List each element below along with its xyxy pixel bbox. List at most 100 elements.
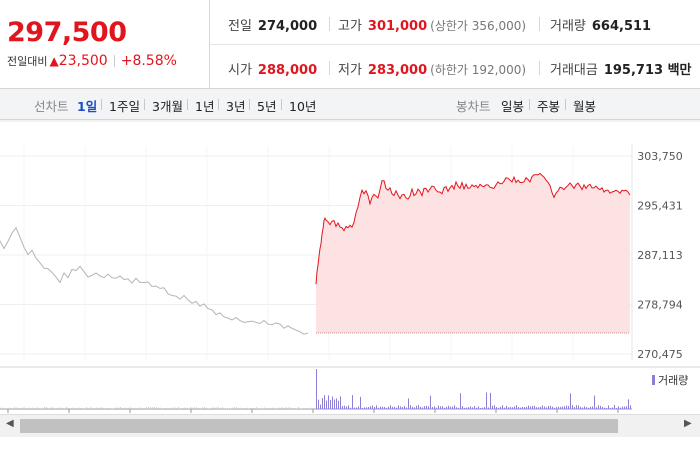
volume-bar <box>126 407 127 409</box>
volume-bar <box>286 407 287 409</box>
volume-bar <box>460 393 461 409</box>
scroll-left-icon[interactable]: ◀ <box>6 418 14 429</box>
volume-bar <box>612 407 613 409</box>
tab-1-week[interactable]: 1주일 <box>109 99 140 114</box>
chart-scrollbar[interactable]: ◀ ▶ <box>0 414 700 437</box>
tab-monthly-candle[interactable]: 월봉 <box>573 99 597 114</box>
tab-divider <box>281 99 282 110</box>
volume-bar <box>8 407 9 409</box>
volume-bar <box>576 405 577 409</box>
volume-bar <box>284 407 285 409</box>
volume-bar <box>248 408 249 409</box>
volume-bar <box>608 405 609 409</box>
volume-bar <box>260 408 261 409</box>
volume-bar <box>370 406 371 409</box>
volume-bar <box>174 407 175 409</box>
change-row: 전일대비 ▲23,500 +8.58% <box>7 53 177 69</box>
volume-bar <box>22 407 23 409</box>
tab-5-years[interactable]: 5년 <box>257 99 277 114</box>
volume-bar <box>500 406 501 409</box>
volume-bar <box>422 407 423 409</box>
volume-chart <box>0 366 700 413</box>
volume-bar <box>54 408 55 409</box>
volume-bar <box>94 408 95 409</box>
tab-divider <box>101 99 102 110</box>
stat-open: 시가 288,000 <box>228 63 318 78</box>
volume-bar <box>326 400 327 409</box>
volume-bar <box>130 407 131 409</box>
volume-bar <box>20 408 21 409</box>
stat-divider <box>329 61 330 75</box>
volume-bar <box>490 392 491 409</box>
volume-bar <box>546 407 547 409</box>
volume-bar <box>300 408 301 409</box>
volume-bar <box>48 408 49 409</box>
volume-bar <box>416 405 417 409</box>
tab-10-years[interactable]: 10년 <box>289 99 317 114</box>
volume-bar <box>496 407 497 409</box>
tab-3-years[interactable]: 3년 <box>226 99 246 114</box>
volume-bar <box>42 408 43 409</box>
scrollbar-thumb[interactable] <box>20 419 618 433</box>
volume-bar <box>168 408 169 409</box>
volume-bar <box>394 406 395 409</box>
volume-bar <box>186 407 187 409</box>
volume-bar <box>630 405 631 409</box>
tab-weekly-candle[interactable]: 주봉 <box>537 99 561 114</box>
volume-bar <box>234 407 235 409</box>
volume-bar <box>434 406 435 409</box>
volume-bar <box>512 407 513 409</box>
tab-daily-candle[interactable]: 일봉 <box>501 99 525 114</box>
volume-bar <box>244 408 245 409</box>
quote-stats: 전일 274,000 고가 301,000 (상한가 356,000) 거래량 664,… <box>210 0 700 88</box>
volume-bar <box>606 407 607 409</box>
tab-1-day[interactable]: 1일 <box>77 99 98 114</box>
volume-bar <box>216 407 217 409</box>
volume-bar <box>452 406 453 409</box>
volume-bar <box>4 408 5 409</box>
volume-bar <box>502 405 503 409</box>
volume-bar <box>264 407 265 409</box>
volume-bar <box>344 405 345 409</box>
volume-bar <box>430 395 431 409</box>
volume-bar <box>298 407 299 409</box>
volume-bar <box>584 406 585 409</box>
volume-bar <box>572 405 573 409</box>
volume-bar <box>184 407 185 409</box>
volume-bar <box>176 408 177 409</box>
stat-volume: 거래량 664,511 <box>550 19 652 34</box>
volume-bar <box>182 407 183 409</box>
volume-bar <box>384 407 385 409</box>
y-tick-label: 278,794 <box>637 299 683 312</box>
volume-bar <box>258 408 259 409</box>
volume-bar <box>36 407 37 409</box>
volume-bar <box>148 407 149 409</box>
volume-bar <box>112 408 113 409</box>
volume-bar <box>580 406 581 409</box>
volume-bar <box>444 407 445 409</box>
volume-bar <box>162 408 163 409</box>
volume-bar <box>120 407 121 409</box>
price-block: 297,500 전일대비 ▲23,500 +8.58% <box>0 0 210 88</box>
volume-bar <box>224 408 225 409</box>
volume-bar <box>320 404 321 409</box>
tab-1-year[interactable]: 1년 <box>195 99 215 114</box>
volume-bar <box>484 407 485 409</box>
volume-bar <box>212 407 213 409</box>
volume-bar <box>590 406 591 409</box>
scroll-right-icon[interactable]: ▶ <box>684 418 692 429</box>
volume-bar <box>604 407 605 409</box>
stat-divider <box>329 17 330 31</box>
chart-tab-bar: 선차트 1일 1주일 3개월 1년 3년 5년 10년 봉차트 일봉 주봉 월봉 <box>0 89 700 120</box>
volume-bar <box>262 408 263 409</box>
volume-bar <box>470 406 471 409</box>
volume-bar <box>226 408 227 409</box>
volume-bar <box>228 408 229 409</box>
volume-bar <box>66 407 67 409</box>
volume-bar <box>172 407 173 409</box>
volume-bar <box>586 406 587 409</box>
tab-3-months[interactable]: 3개월 <box>152 99 183 114</box>
volume-bar <box>560 407 561 409</box>
volume-bar <box>420 406 421 409</box>
volume-bar <box>426 405 427 409</box>
